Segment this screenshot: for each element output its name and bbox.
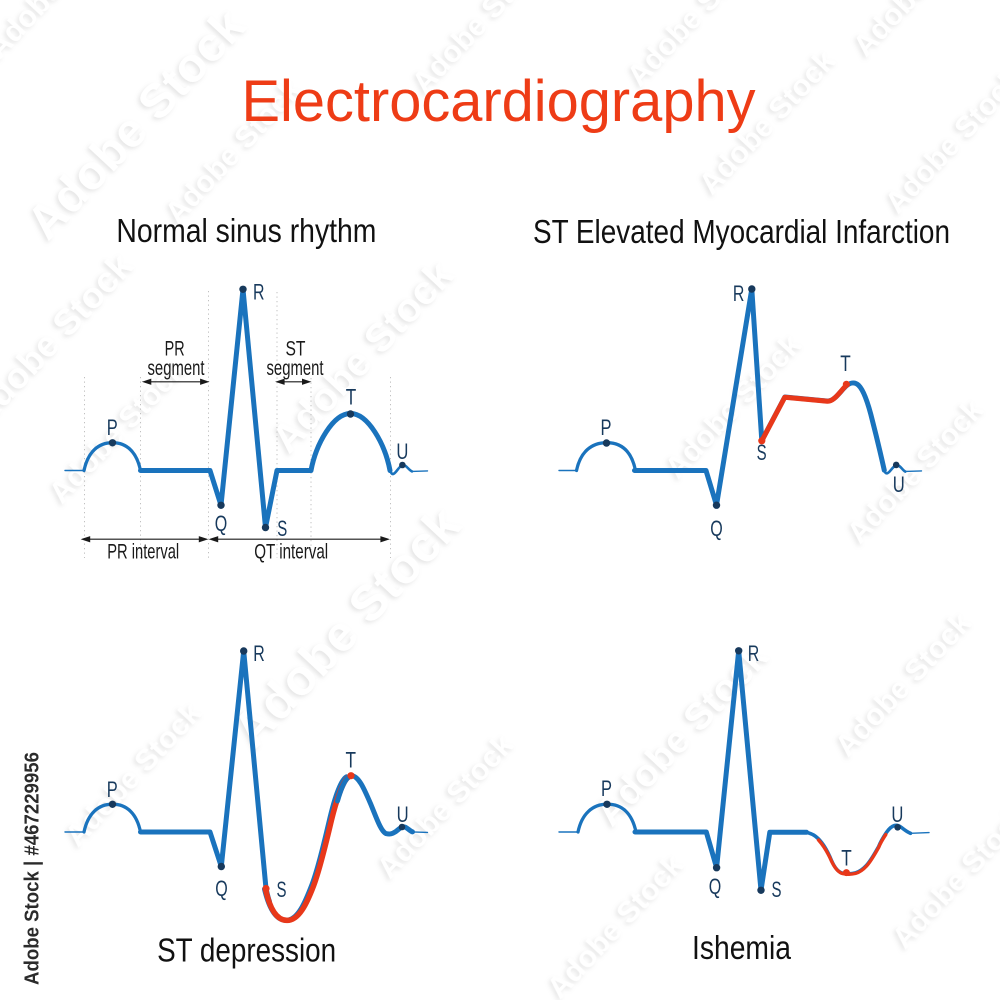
svg-text:P: P (601, 776, 612, 801)
svg-text:ST: ST (286, 338, 306, 361)
svg-text:S: S (277, 516, 287, 541)
svg-text:T: T (841, 846, 852, 871)
svg-text:Adobe Stock: Adobe Stock (879, 63, 1000, 220)
svg-text:Normal sinus rhythm: Normal sinus rhythm (116, 212, 376, 249)
svg-text:U: U (893, 472, 905, 497)
svg-text:Adobe Stock: Adobe Stock (829, 606, 978, 763)
svg-text:S: S (277, 877, 287, 902)
svg-text:R: R (748, 641, 760, 666)
svg-text:Q: Q (215, 876, 228, 901)
svg-text:Adobe Stock: Adobe Stock (59, 696, 208, 853)
svg-text:PR: PR (165, 338, 185, 361)
svg-text:Adobe Stock: Adobe Stock (847, 0, 996, 63)
svg-text:ST Elevated Myocardial Infarct: ST Elevated Myocardial Infarction (533, 213, 950, 250)
svg-text:Adobe Stock: Adobe Stock (371, 728, 520, 885)
svg-text:R: R (253, 279, 265, 304)
svg-text:T: T (345, 748, 356, 773)
svg-text:Electrocardiography: Electrocardiography (242, 69, 756, 134)
svg-text:Q: Q (215, 511, 228, 536)
svg-text:Q: Q (709, 874, 722, 899)
svg-text:S: S (772, 877, 782, 902)
svg-text:R: R (733, 281, 745, 306)
svg-text:P: P (107, 777, 118, 802)
svg-text:segment: segment (267, 357, 324, 380)
svg-text:ST depression: ST depression (157, 932, 336, 969)
svg-text:Adobe Stock: Adobe Stock (222, 496, 471, 758)
svg-text:U: U (396, 439, 408, 464)
svg-text:R: R (253, 641, 265, 666)
svg-text:Ishemia: Ishemia (692, 929, 792, 966)
svg-text:Adobe Stock | #467229956: Adobe Stock | #467229956 (22, 752, 44, 985)
svg-text:U: U (397, 802, 409, 827)
svg-text:Q: Q (710, 516, 723, 541)
svg-text:segment: segment (148, 357, 205, 380)
svg-text:S: S (757, 440, 767, 465)
svg-text:U: U (891, 802, 903, 827)
svg-text:T: T (346, 384, 357, 409)
svg-text:P: P (601, 415, 612, 440)
svg-text:QT interval: QT interval (254, 540, 328, 563)
svg-text:Adobe Stock: Adobe Stock (541, 848, 690, 1000)
svg-text:Adobe Stock: Adobe Stock (0, 0, 130, 65)
svg-text:T: T (840, 351, 851, 376)
svg-text:PR interval: PR interval (107, 540, 179, 563)
svg-text:P: P (107, 415, 118, 440)
